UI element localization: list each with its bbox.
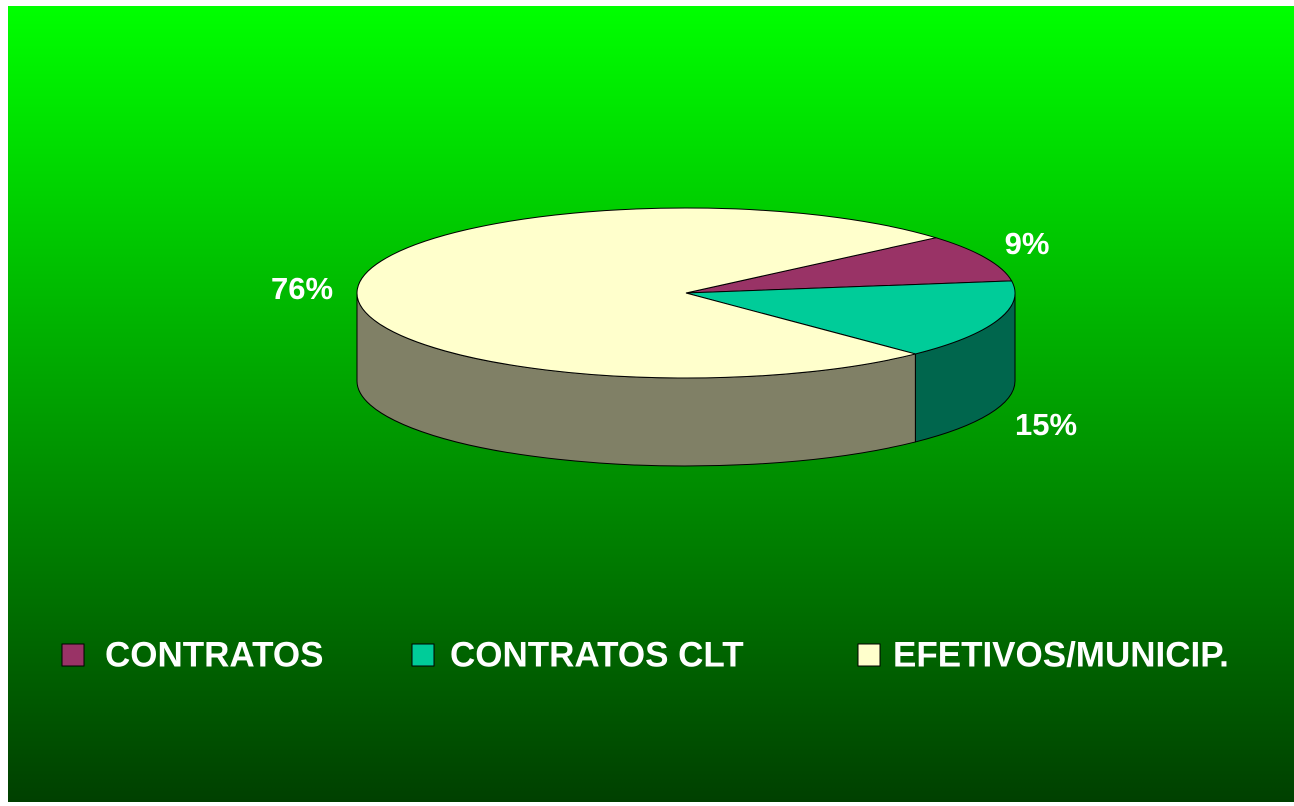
pie-slice [356, 207, 938, 379]
legend-swatch [857, 643, 881, 667]
data-label: 15% [1015, 407, 1077, 442]
data-label: 9% [1005, 226, 1050, 261]
pie-slice [685, 280, 1016, 355]
legend-swatch [411, 643, 435, 667]
legend: CONTRATOS CONTRATOS CLT EFETIVOS/MUNICIP. [61, 635, 1229, 674]
legend-swatch [61, 643, 85, 667]
pie-slice [685, 237, 1013, 294]
legend-label: EFETIVOS/MUNICIP. [893, 635, 1229, 674]
pie-tops [356, 207, 1016, 379]
data-labels: 9% 15% 76% [271, 226, 1077, 442]
legend-label: CONTRATOS CLT [450, 635, 744, 674]
legend-label: CONTRATOS [105, 635, 323, 674]
data-label: 76% [271, 271, 333, 306]
